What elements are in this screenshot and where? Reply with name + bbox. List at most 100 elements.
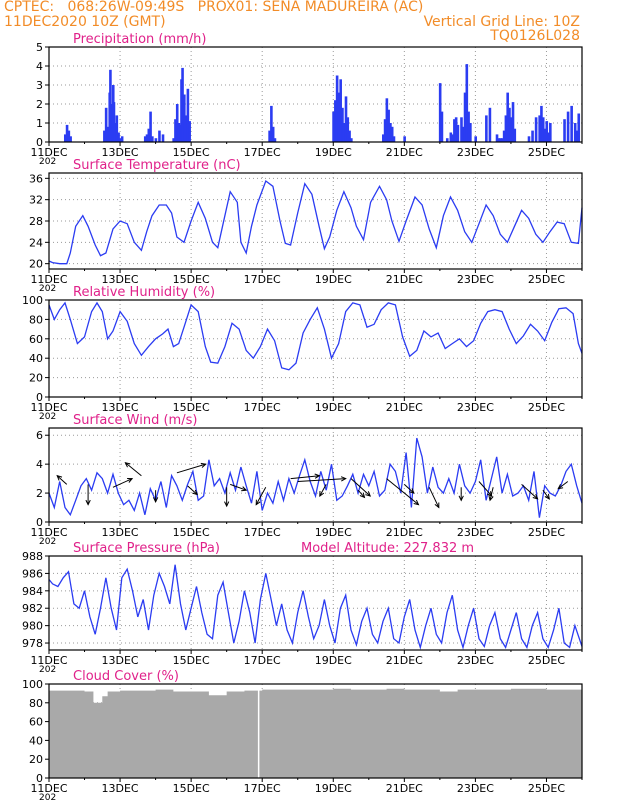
x-tick-label: 11DEC xyxy=(30,526,67,539)
x-tick-label: 25DEC xyxy=(528,526,565,539)
precip-bar xyxy=(149,111,152,142)
precip-bar xyxy=(172,138,175,142)
wind-arrow-head xyxy=(127,478,134,483)
precip-bar xyxy=(463,92,467,142)
wind-arrow-shaft xyxy=(542,489,550,500)
y-tick-label: 5 xyxy=(36,41,43,54)
panel-frame xyxy=(48,683,583,779)
precip-bar xyxy=(573,123,577,142)
wind-arrow-shaft xyxy=(176,463,206,474)
precip-bar xyxy=(147,128,151,142)
y-tick-label: 0 xyxy=(36,391,43,404)
precip-bar xyxy=(348,130,351,142)
y-tick-label: 100 xyxy=(22,294,43,307)
cloud-cover-fill xyxy=(49,688,582,778)
wind-arrow-shaft xyxy=(112,478,133,488)
wind-arrow-head xyxy=(124,461,131,468)
precip-bar xyxy=(67,130,71,142)
x-tick-label: 11DEC xyxy=(30,401,67,414)
panel-wind: 0 2 4 6 11DEC 13DEC 15DEC 17DEC 19DEC 21DEC 23DEC 2… xyxy=(30,413,583,547)
y-tick-label: 20 xyxy=(29,753,43,766)
precip-bar xyxy=(183,94,186,142)
wind-arrow-shaft xyxy=(56,475,68,485)
temperature-series-line xyxy=(48,179,583,265)
x-year-stub: 202 xyxy=(39,665,56,675)
y-tick-label: 988 xyxy=(22,550,43,563)
y-tick-label: 0 xyxy=(36,772,43,785)
precip-bar xyxy=(577,113,581,142)
x-tick-label: 15DEC xyxy=(173,401,210,414)
precip-bar xyxy=(445,138,449,142)
x-tick-label: 25DEC xyxy=(528,146,565,159)
x-tick-label: 19DEC xyxy=(315,782,352,795)
precip-bar xyxy=(543,128,547,142)
y-tick-label: 40 xyxy=(29,734,43,747)
precip-bar xyxy=(175,104,179,142)
precip-bar xyxy=(531,130,534,142)
precip-bar xyxy=(344,96,348,142)
wind-arrow-shaft xyxy=(386,478,419,506)
precip-bar xyxy=(541,117,545,142)
precip-bar xyxy=(392,136,396,142)
precip-bar xyxy=(346,117,350,142)
wind-arrow-head xyxy=(557,484,564,490)
header-grid-line-note: Vertical Grid Line: 10Z xyxy=(423,14,580,30)
precip-bar xyxy=(106,126,110,142)
precip-bar xyxy=(460,117,463,142)
precip-bar xyxy=(390,126,394,142)
precip-bar xyxy=(120,136,124,142)
wind-arrow-head xyxy=(255,499,261,506)
y-tick-label: 20 xyxy=(29,372,43,385)
header-location-line: CPTEC: 068:26W-09:49S PROX01: SENA MADUR… xyxy=(4,0,424,15)
precip-bar xyxy=(69,136,72,142)
x-tick-label: 19DEC xyxy=(315,273,352,286)
header-model-id: TQ0126L028 xyxy=(490,28,580,44)
precip-bar xyxy=(103,130,106,142)
x-tick-label: 23DEC xyxy=(457,654,494,667)
precip-bar xyxy=(63,134,67,142)
panel-precipitation: 0 1 2 3 4 5 11DEC 13DEC 15DEC 17DEC 19DEC 21DEC 23DE… xyxy=(30,32,583,167)
x-tick-label: 21DEC xyxy=(386,273,423,286)
x-tick-label: 15DEC xyxy=(173,654,210,667)
precip-bar xyxy=(547,132,550,142)
precip-bar xyxy=(382,134,385,142)
panel-frame xyxy=(48,299,583,398)
panel-title: Cloud Cover (%) xyxy=(73,669,179,684)
precip-bar xyxy=(174,119,177,142)
panel-frame xyxy=(48,46,583,143)
wind-arrow-head xyxy=(200,462,207,468)
precip-bar xyxy=(104,107,108,142)
y-tick-label: 60 xyxy=(29,716,43,729)
y-tick-label: 36 xyxy=(29,172,43,185)
y-tick-label: 100 xyxy=(22,678,43,691)
x-year-stub: 202 xyxy=(39,793,56,800)
precip-bar xyxy=(339,79,342,142)
wind-arrow-shaft xyxy=(187,485,198,495)
precip-bar xyxy=(341,107,344,142)
y-tick-label: 3 xyxy=(36,79,43,92)
precip-bar xyxy=(181,67,184,142)
y-tick-label: 980 xyxy=(22,620,43,633)
panel-title: Relative Humidity (%) xyxy=(73,285,215,300)
precip-bar xyxy=(461,126,465,142)
wind-arrow-head xyxy=(408,488,415,494)
x-year-stub: 202 xyxy=(39,537,56,547)
precip-bar xyxy=(350,138,353,142)
wind-arrow-shaft xyxy=(403,484,415,494)
y-tick-label: 28 xyxy=(29,215,43,228)
panel-frame xyxy=(48,427,583,523)
y-tick-label: 60 xyxy=(29,333,43,346)
wind-arrow-head xyxy=(192,489,199,496)
humidity-series-line xyxy=(48,301,583,371)
precip-bar xyxy=(335,75,339,142)
pressure-series-line xyxy=(48,564,583,650)
panel-title: Surface Pressure (hPa) xyxy=(73,541,220,556)
precip-bar xyxy=(454,117,458,142)
y-tick-label: 984 xyxy=(22,585,43,598)
precip-bar xyxy=(177,123,181,142)
precip-bar xyxy=(271,126,275,142)
y-tick-label: 986 xyxy=(22,567,43,580)
x-tick-label: 15DEC xyxy=(173,782,210,795)
x-tick-label: 25DEC xyxy=(528,782,565,795)
precip-bar xyxy=(508,107,511,142)
